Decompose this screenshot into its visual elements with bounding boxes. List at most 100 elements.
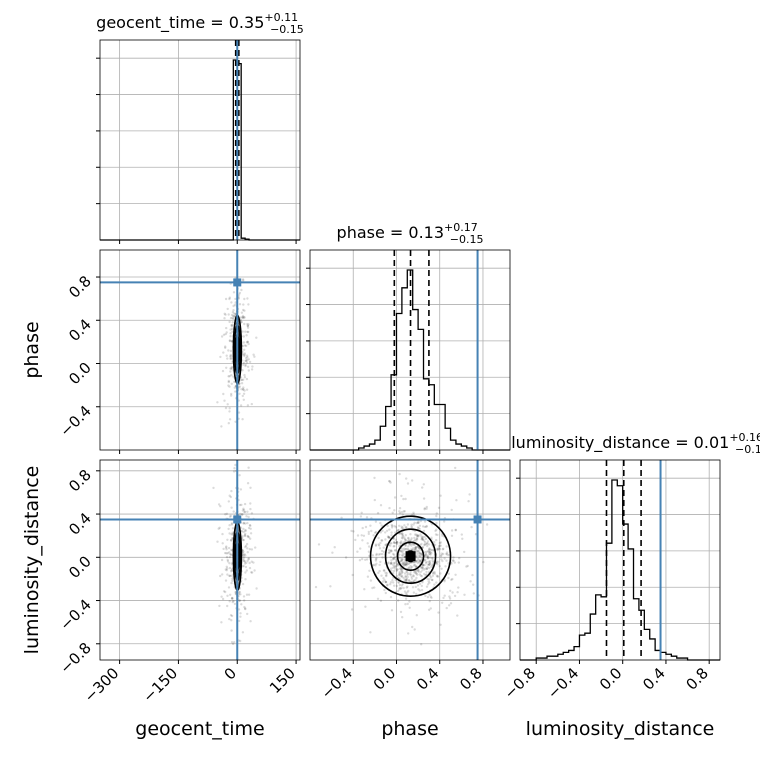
panel-2-1-sample-point — [400, 584, 404, 587]
panel-1-0-sample-point — [228, 410, 231, 413]
panel-2-1-sample-point — [413, 548, 416, 552]
panel-1-0-sample-point — [230, 313, 234, 317]
panel-2-1-sample-point — [413, 536, 416, 540]
panel-2-0-sample-point — [244, 578, 247, 581]
panel-2-1-sample-point — [384, 581, 388, 584]
panel-2-1-sample-point — [385, 529, 389, 532]
panel-2-1-sample-point — [423, 568, 426, 571]
panel-1-0-sample-point — [247, 342, 250, 346]
panel-2-1-sample-point — [415, 565, 418, 568]
panel-2-1-sample-point — [424, 550, 427, 554]
panel-2-1-sample-point — [416, 545, 420, 549]
panel-2-1-sample-point — [380, 574, 383, 577]
panel-2-1-sample-point — [387, 536, 390, 539]
panel-2-0-sample-point — [230, 548, 233, 552]
panel-2-0-sample-point — [249, 524, 252, 527]
panel-1-0-sample-point — [248, 360, 252, 364]
panel-2-0-sample-point — [249, 537, 252, 540]
ytick-label-luminosity_distance: 0.4 — [65, 509, 95, 539]
panel-2-1-sample-point — [428, 548, 431, 551]
panel-2-1-sample-point — [361, 557, 364, 561]
panel-1-0-sample-point — [227, 422, 230, 425]
panel-2-1-sample-point — [379, 531, 382, 534]
panel-2-1-sample-point — [400, 550, 404, 553]
panel-2-1-sample-point — [407, 545, 410, 548]
panel-2-1-sample-point — [404, 578, 407, 582]
panel-2-1-sample-point — [429, 607, 432, 610]
panel-2-0-sample-point — [231, 596, 234, 600]
panel-2-1-sample-point — [438, 544, 441, 547]
panel-2-1-sample-point — [452, 556, 455, 559]
panel-2-1-sample-point — [417, 569, 420, 572]
panel-2-1-sample-point — [381, 529, 384, 532]
panel-2-1-sample-point — [420, 575, 424, 578]
panel-2-1-sample-point — [451, 559, 455, 562]
panel-2-1-sample-point — [361, 539, 364, 542]
panel-2-1-sample-point — [399, 567, 402, 571]
panel-1-0-sample-point — [242, 344, 245, 348]
panel-2-1-sample-point — [415, 592, 418, 596]
panel-2-1-sample-point — [404, 563, 407, 567]
panel-2-1-sample-point — [413, 538, 417, 542]
panel-1-0-sample-point — [232, 317, 235, 320]
panel-2-1-sample-point — [434, 529, 437, 533]
panel-2-1-sample-point — [417, 520, 420, 523]
panel-2-0-sample-point — [240, 603, 243, 606]
panel-2-0-sample-point — [243, 560, 247, 563]
panel-2-0-sample-point — [247, 526, 251, 530]
panel-2-0-sample-point — [248, 566, 252, 570]
panel-2-1-sample-point — [426, 544, 429, 548]
panel-2-0-sample-point — [249, 620, 252, 623]
panel-2-1-sample-point — [417, 551, 421, 554]
panel-2-1-sample-point — [383, 579, 386, 582]
panel-1-0-sample-point — [232, 314, 235, 318]
panel-2-1-sample-point — [447, 553, 450, 557]
panel-2-1-sample-point — [424, 558, 427, 561]
panel-0-0-frame — [99, 39, 301, 241]
panel-2-0-sample-point — [239, 639, 242, 643]
panel-2-1-sample-point — [351, 573, 354, 577]
panel-2-1-sample-point — [389, 562, 392, 565]
panel-2-1-sample-point — [440, 567, 443, 570]
panel-2-1-sample-point — [445, 551, 449, 554]
panel-2-1-sample-point — [452, 559, 455, 562]
panel-2-1-sample-point — [418, 551, 422, 555]
panel-2-1-sample-point — [403, 547, 406, 550]
panel-2-1-sample-point — [401, 553, 404, 557]
panel-1-0-sample-point — [234, 420, 237, 423]
xtick-label-phase: −0.4 — [318, 664, 356, 702]
panel-2-1-sample-point — [397, 599, 400, 602]
panel-1-0-sample-point — [241, 316, 245, 319]
panel-2-0-sample-point — [227, 500, 230, 503]
panel-2-1-sample-point — [425, 567, 429, 570]
panel-2-1-sample-point — [415, 521, 418, 525]
panel-2-1-sample-point — [428, 548, 431, 551]
panel-2-0-sample-point — [238, 474, 241, 477]
panel-2-1-sample-point — [372, 534, 375, 537]
panel-1-0-sample-point — [243, 389, 246, 392]
title-phase: phase = 0.13+0.17 −0.15 — [337, 221, 484, 246]
panel-2-1-sample-point — [433, 570, 436, 574]
panel-1-0-sample-point — [243, 322, 246, 326]
panel-2-0-sample-point — [230, 539, 233, 542]
panel-1-0-sample-point — [232, 291, 236, 294]
panel-2-1-sample-point — [382, 569, 386, 572]
panel-1-0-sample-point — [246, 330, 249, 334]
panel-2-1-sample-point — [381, 580, 385, 583]
panel-1-0-sample-point — [244, 359, 247, 362]
panel-2-1-sample-point — [407, 562, 411, 565]
panel-2-1-sample-point — [408, 606, 411, 609]
panel-2-0-sample-point — [228, 617, 231, 621]
panel-2-1-sample-point — [407, 548, 410, 551]
panel-1-0-sample-point — [243, 297, 246, 301]
panel-2-1-sample-point — [451, 591, 454, 594]
panel-2-1-sample-point — [416, 584, 420, 587]
panel-2-0-sample-point — [222, 547, 225, 551]
panel-2-0-sample-point — [243, 605, 246, 609]
panel-1-0-sample-point — [230, 355, 233, 358]
panel-1-0-sample-point — [228, 407, 231, 410]
panel-2-1-sample-point — [431, 549, 434, 552]
panel-2-1-sample-point — [412, 511, 415, 514]
panel-2-0-sample-point — [243, 534, 247, 537]
panel-2-1-sample-point — [383, 569, 386, 572]
